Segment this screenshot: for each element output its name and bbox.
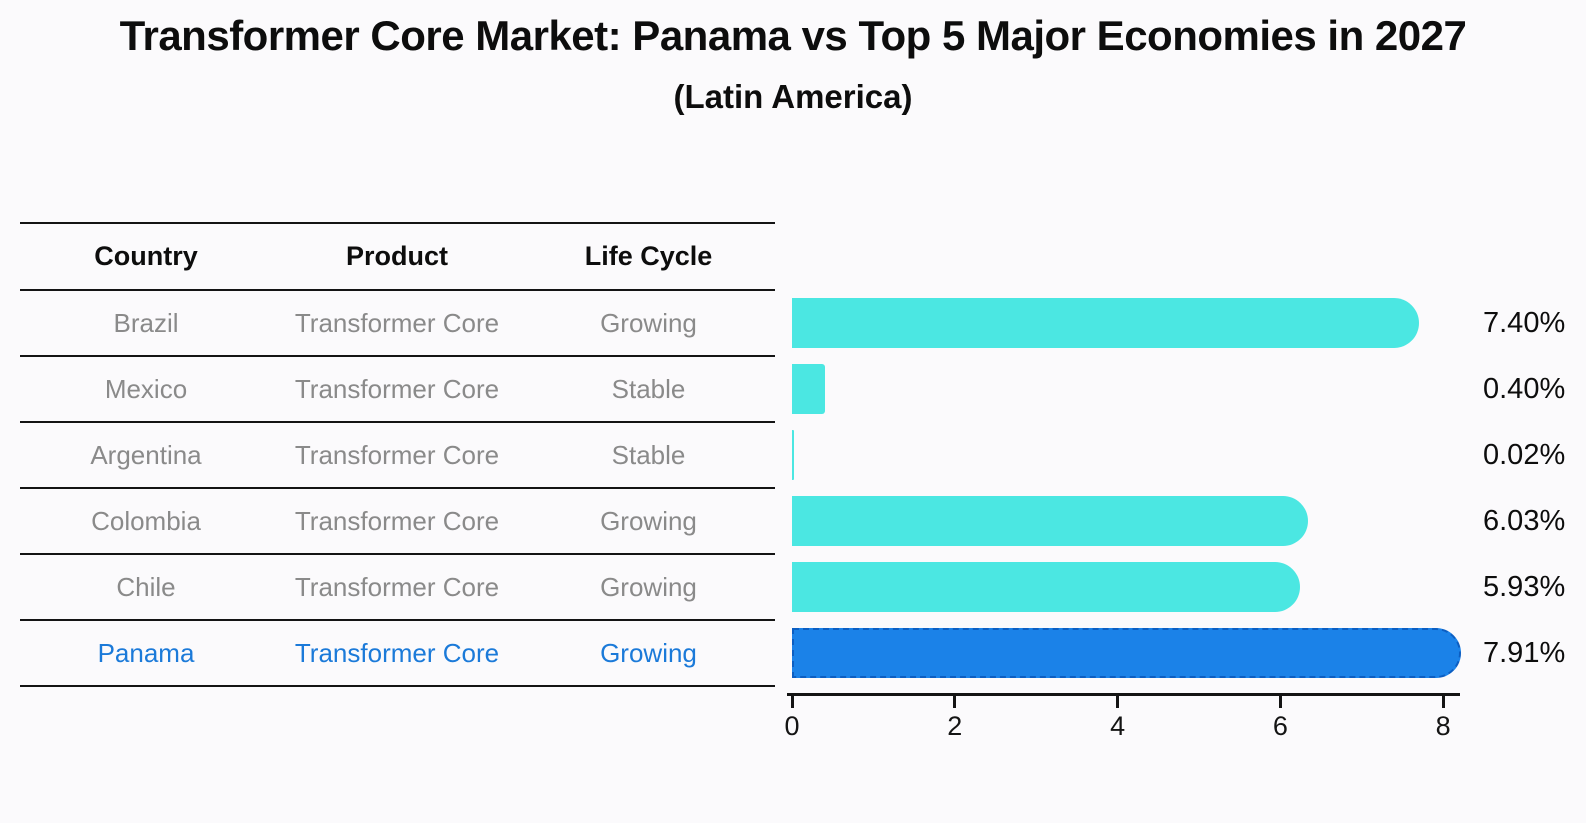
product-cell: Transformer Core (294, 373, 500, 404)
value-label-panama: 7.91% (1483, 637, 1566, 669)
product-cell: Transformer Core (294, 439, 500, 470)
lifecycle-cell: Stable (611, 439, 686, 470)
table-row-colombia: Colombia Transformer Core Growing (20, 489, 775, 555)
bar-colombia (792, 496, 1308, 546)
value-label-mexico: 0.40% (1483, 373, 1566, 405)
lifecycle-cell: Growing (600, 307, 697, 338)
lifecycle-cell: Growing (600, 571, 697, 602)
x-axis-tick-label: 4 (1110, 711, 1126, 741)
country-cell: Brazil (113, 307, 179, 338)
bar-brazil (792, 298, 1419, 348)
chart-title: Transformer Core Market: Panama vs Top 5… (119, 12, 1467, 59)
country-table: Country Product Life Cycle Brazil Transf… (20, 222, 775, 687)
header-life-cycle: Life Cycle (584, 241, 713, 271)
x-axis-tick (1116, 696, 1120, 708)
bar-chile (792, 562, 1300, 612)
bar-argentina (792, 430, 794, 480)
x-axis-tick (1441, 696, 1445, 708)
x-axis-tick (953, 696, 957, 708)
country-cell: Chile (116, 571, 176, 602)
x-axis-tick-label: 8 (1435, 711, 1451, 741)
country-cell: Colombia (91, 505, 201, 536)
bar-mexico (792, 364, 825, 414)
product-cell: Transformer Core (294, 307, 500, 338)
header-product: Product (345, 241, 448, 271)
value-label-brazil: 7.40% (1483, 307, 1566, 339)
x-axis-tick-label: 2 (947, 711, 963, 741)
x-axis-tick (790, 696, 794, 708)
x-axis-tick (1278, 696, 1282, 708)
bar-panama (792, 628, 1461, 678)
lifecycle-cell: Stable (611, 373, 686, 404)
x-axis-tick-label: 0 (784, 711, 800, 741)
product-cell: Transformer Core (294, 571, 500, 602)
table-row-argentina: Argentina Transformer Core Stable (20, 423, 775, 489)
x-axis-line (787, 693, 1460, 696)
value-label-chile: 5.93% (1483, 571, 1566, 603)
x-axis-tick-label: 6 (1272, 711, 1288, 741)
country-cell: Argentina (90, 439, 202, 470)
header-country: Country (94, 241, 198, 271)
table-row-chile: Chile Transformer Core Growing (20, 555, 775, 621)
country-cell: Panama (97, 637, 195, 668)
lifecycle-cell: Growing (600, 505, 697, 536)
table-row-panama: Panama Transformer Core Growing (20, 621, 775, 687)
product-cell: Transformer Core (294, 505, 500, 536)
table-header-row: Country Product Life Cycle (20, 224, 775, 291)
country-cell: Mexico (104, 373, 188, 404)
product-cell: Transformer Core (294, 637, 500, 668)
lifecycle-cell: Growing (600, 637, 697, 668)
table-row-mexico: Mexico Transformer Core Stable (20, 357, 775, 423)
chart-subtitle: (Latin America) (673, 78, 913, 115)
value-label-argentina: 0.02% (1483, 439, 1566, 471)
table-row-brazil: Brazil Transformer Core Growing (20, 291, 775, 357)
value-label-colombia: 6.03% (1483, 505, 1566, 537)
